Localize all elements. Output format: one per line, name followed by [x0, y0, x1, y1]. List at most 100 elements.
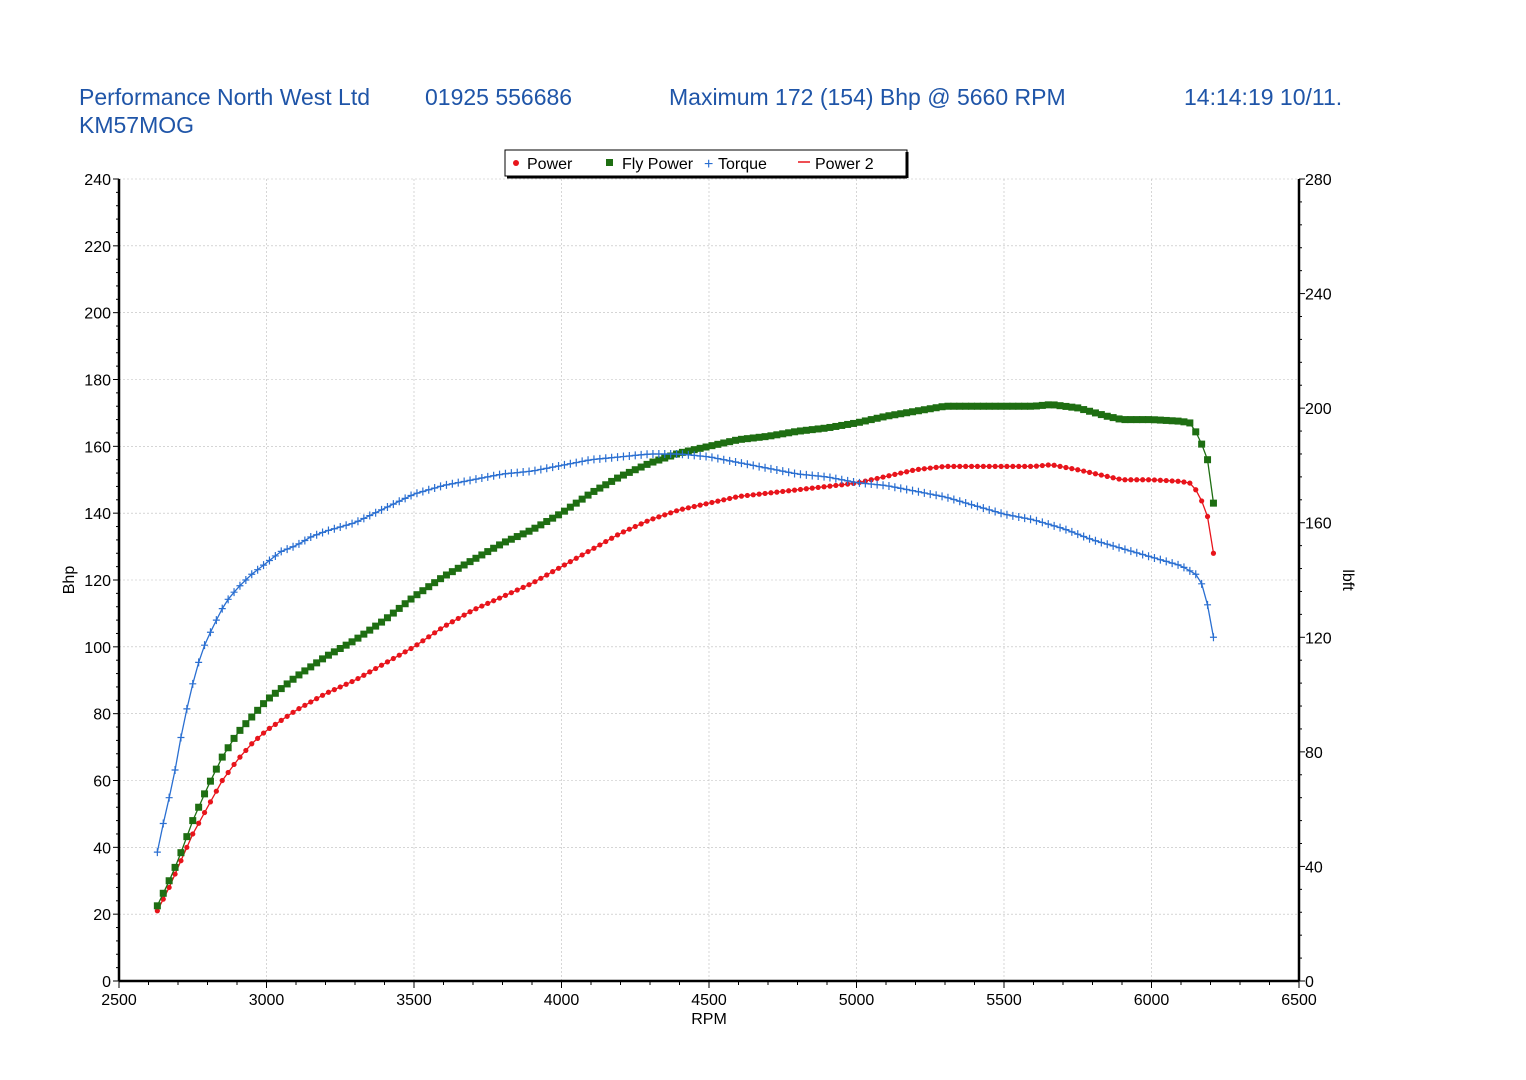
power-point [603, 538, 609, 545]
power-point [815, 484, 821, 491]
fly-power-point [330, 648, 338, 656]
fly-power-point [873, 414, 881, 422]
torque-point [383, 502, 391, 511]
torque-point [631, 451, 639, 460]
fly-power-point [283, 680, 291, 688]
torque-point [1115, 543, 1123, 552]
power-point [1163, 477, 1169, 484]
fly-power-point [1103, 412, 1111, 420]
x-tick-label: 3500 [396, 992, 432, 1009]
series-layer [153, 401, 1217, 914]
fly-power-point [448, 568, 456, 576]
torque-point [218, 604, 226, 613]
torque-point [319, 528, 327, 537]
y2-tick-label: 280 [1305, 172, 1332, 189]
power-point [237, 754, 243, 760]
power-point [314, 696, 320, 702]
power-point [243, 747, 249, 754]
fly-power-point [696, 444, 704, 452]
torque-point [165, 793, 173, 802]
torque-point [366, 511, 374, 520]
y-tick-label: 220 [84, 239, 111, 256]
fly-power-point [838, 421, 846, 429]
torque-point [1133, 548, 1141, 557]
torque-point [578, 457, 586, 466]
power-point [579, 552, 585, 558]
torque-point [702, 452, 710, 461]
fly-power-point [324, 651, 332, 659]
fly-power-point [997, 402, 1005, 410]
y2-tick-label: 80 [1305, 745, 1323, 762]
power-point [1187, 480, 1193, 486]
torque-point [879, 481, 887, 490]
power-point [827, 483, 833, 489]
torque-point [1080, 532, 1088, 541]
power-point [219, 777, 225, 784]
legend-torque-label: Torque [718, 156, 767, 173]
x-tick-label: 6000 [1134, 992, 1170, 1009]
power-point [1175, 478, 1181, 484]
fly-power-point [749, 434, 757, 442]
torque-point [555, 462, 563, 471]
power-point [1016, 463, 1022, 469]
fly-power-point [861, 417, 869, 425]
chart-legend: Power Fly Power + Torque Power 2 [504, 149, 909, 179]
fly-power-point [631, 466, 639, 474]
power-point [904, 469, 910, 475]
fly-power-point [437, 575, 445, 583]
fly-power-point [820, 424, 828, 432]
fly-power-point [537, 521, 545, 529]
power-point [166, 884, 172, 891]
torque-point [737, 459, 745, 468]
y-tick-label: 180 [84, 373, 111, 390]
x-axis-ticks: 2500 3000 3500 4000 4500 5000 5500 6000 6500 [101, 992, 1317, 1009]
power-point [1022, 463, 1028, 469]
fly-power-point [372, 622, 380, 630]
torque-point [903, 485, 911, 494]
fly-power-point [212, 765, 220, 773]
torque-point [431, 484, 439, 493]
torque-point [802, 470, 810, 479]
company-name: Performance North West Ltd [79, 84, 371, 110]
torque-point [962, 498, 970, 507]
fly-power-point [218, 753, 226, 761]
legend-power-label: Power [527, 156, 573, 173]
power-point [715, 498, 721, 504]
fly-power-point [260, 700, 268, 708]
torque-point [271, 551, 279, 560]
power-line [156, 464, 1215, 912]
fly-power-point [513, 533, 521, 541]
fly-power-point [897, 410, 905, 418]
power-point [355, 675, 361, 682]
power-point [414, 642, 420, 648]
fly-power-point [454, 564, 462, 572]
fly-power-point [224, 744, 232, 752]
x-tick-label: 3000 [249, 992, 285, 1009]
fly-power-point [991, 402, 999, 410]
torque-point [1068, 527, 1076, 536]
torque-point [1050, 521, 1058, 530]
fly-power-point [1174, 417, 1182, 425]
power-point [390, 655, 396, 662]
fly-power-point [560, 507, 568, 515]
torque-point [820, 472, 828, 481]
power-point [609, 535, 615, 541]
fly-power-point [608, 477, 616, 485]
torque-point [950, 495, 958, 504]
torque-line [156, 453, 1215, 853]
fly-power-point [773, 431, 781, 439]
fly-power-point [1180, 418, 1188, 426]
torque-point [997, 509, 1005, 518]
y-tick-label: 140 [84, 506, 111, 523]
torque-point [779, 467, 787, 476]
torque-point [655, 449, 663, 458]
right-y-axis-ticks: 0 40 80 120 160 200 240 280 [1305, 172, 1332, 991]
fly-power-point [619, 471, 627, 479]
torque-point [938, 492, 946, 501]
fly-power-point [1150, 416, 1158, 424]
power-point [201, 809, 208, 816]
maximum-power-summary: Maximum 172 (154) Bhp @ 5660 RPM [669, 84, 1066, 110]
power-point [921, 466, 927, 472]
power-point [762, 490, 768, 497]
power-point [750, 492, 756, 498]
